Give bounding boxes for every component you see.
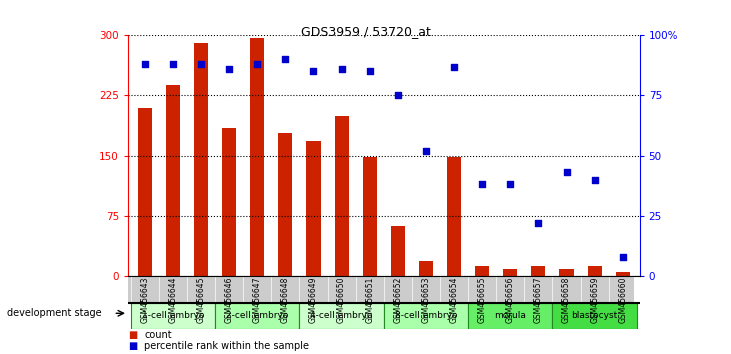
Bar: [468, 303, 553, 329]
Bar: [194, 44, 208, 276]
Bar: [559, 269, 574, 276]
Point: [588, 177, 600, 182]
Bar: [616, 272, 630, 276]
Bar: [503, 269, 518, 276]
Point: [195, 61, 207, 67]
Bar: [215, 303, 300, 329]
Bar: [363, 157, 376, 276]
Text: 8-cell embryo: 8-cell embryo: [395, 312, 457, 320]
Text: development stage: development stage: [7, 308, 102, 318]
Point: [420, 148, 432, 154]
Bar: [250, 38, 265, 276]
Text: GSM456652: GSM456652: [393, 276, 402, 323]
Text: count: count: [144, 330, 172, 339]
Bar: [128, 276, 634, 303]
Point: [223, 66, 235, 72]
Point: [392, 93, 404, 98]
Point: [504, 182, 516, 187]
Point: [139, 61, 151, 67]
Bar: [166, 85, 180, 276]
Text: percentile rank within the sample: percentile rank within the sample: [144, 341, 309, 351]
Text: GSM456658: GSM456658: [562, 276, 571, 323]
Text: GSM456648: GSM456648: [281, 276, 290, 323]
Text: 4-cell embryo: 4-cell embryo: [311, 312, 373, 320]
Point: [364, 69, 376, 74]
Text: GSM456649: GSM456649: [309, 276, 318, 323]
Bar: [384, 303, 468, 329]
Text: blastocyst: blastocyst: [572, 312, 618, 320]
Point: [561, 170, 572, 175]
Bar: [306, 141, 320, 276]
Point: [251, 61, 263, 67]
Text: GSM456644: GSM456644: [168, 276, 178, 323]
Bar: [475, 266, 489, 276]
Text: GSM456647: GSM456647: [253, 276, 262, 323]
Point: [167, 61, 179, 67]
Bar: [335, 115, 349, 276]
Point: [336, 66, 347, 72]
Text: ■: ■: [128, 330, 137, 339]
Text: GSM456657: GSM456657: [534, 276, 543, 323]
Text: GSM456643: GSM456643: [140, 276, 149, 323]
Text: 2-cell embryo: 2-cell embryo: [226, 312, 289, 320]
Bar: [419, 261, 433, 276]
Point: [448, 64, 460, 69]
Bar: [531, 266, 545, 276]
Bar: [131, 303, 215, 329]
Text: GSM456645: GSM456645: [197, 276, 205, 323]
Text: GSM456646: GSM456646: [224, 276, 234, 323]
Bar: [391, 226, 405, 276]
Point: [477, 182, 488, 187]
Bar: [222, 127, 236, 276]
Text: GSM456650: GSM456650: [337, 276, 346, 323]
Point: [533, 220, 545, 226]
Bar: [137, 108, 152, 276]
Point: [279, 57, 291, 62]
Text: GSM456656: GSM456656: [506, 276, 515, 323]
Bar: [588, 266, 602, 276]
Point: [308, 69, 319, 74]
Text: GSM456654: GSM456654: [450, 276, 458, 323]
Bar: [279, 133, 292, 276]
Text: 1-cell embryo: 1-cell embryo: [142, 312, 204, 320]
Text: morula: morula: [494, 312, 526, 320]
Bar: [553, 303, 637, 329]
Bar: [447, 157, 461, 276]
Text: GSM456660: GSM456660: [618, 276, 627, 323]
Point: [617, 254, 629, 259]
Text: ■: ■: [128, 341, 137, 351]
Text: GSM456659: GSM456659: [590, 276, 599, 323]
Text: GSM456651: GSM456651: [366, 276, 374, 323]
Text: GSM456653: GSM456653: [422, 276, 431, 323]
Text: GSM456655: GSM456655: [477, 276, 487, 323]
Bar: [300, 303, 384, 329]
Text: GDS3959 / 53720_at: GDS3959 / 53720_at: [300, 25, 431, 38]
